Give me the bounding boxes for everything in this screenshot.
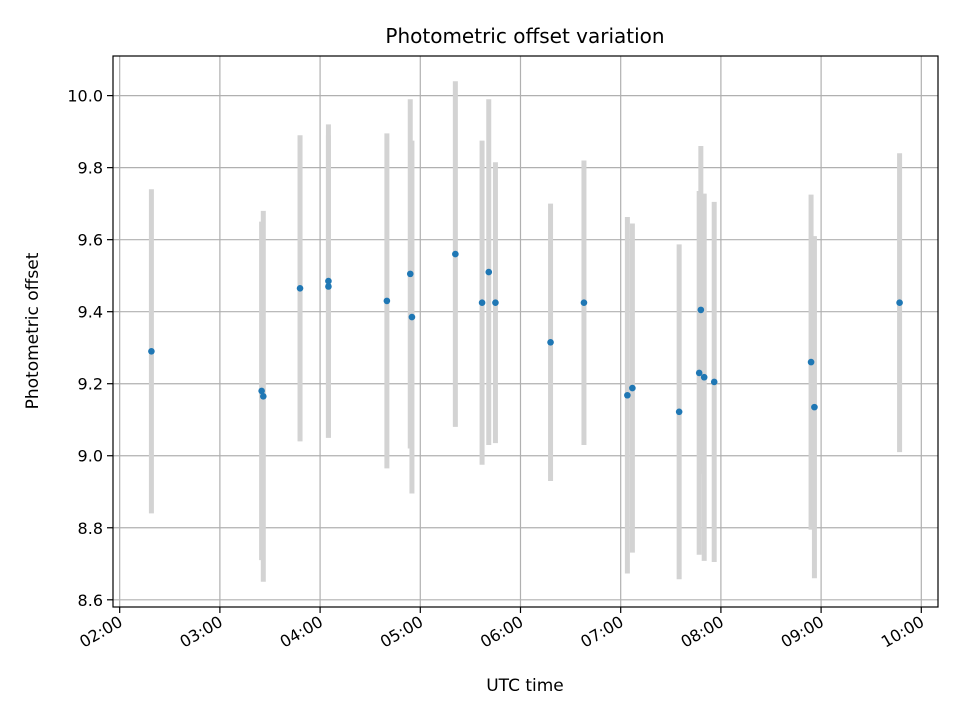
data-point [710, 378, 718, 386]
plot-frame [112, 55, 939, 608]
data-point [697, 306, 705, 314]
data-point [896, 299, 903, 306]
chart-title: Photometric offset variation [385, 24, 664, 48]
data-point [485, 268, 493, 276]
grid-lines [113, 56, 938, 607]
x-tick-label: 09:00 [778, 612, 827, 652]
x-axis-ticks: 02:00 03:00 04:00 05:00 06:00 07:00 08:00 09:00… [76, 607, 927, 652]
x-tick-label: 04:00 [277, 612, 326, 652]
data-point [260, 393, 267, 400]
data-point [478, 299, 486, 306]
data-point [406, 270, 414, 278]
error-bars [148, 81, 903, 582]
data-point [700, 373, 708, 381]
data-point [675, 408, 683, 416]
data-point [383, 297, 391, 305]
data-point [148, 348, 155, 355]
x-tick-label: 05:00 [377, 612, 426, 652]
data-point [492, 299, 499, 306]
y-tick-label: 9.2 [78, 375, 103, 394]
data-point [547, 339, 554, 346]
x-tick-label: 10:00 [878, 612, 927, 652]
data-point [624, 391, 631, 399]
x-axis-title: UTC time [486, 676, 564, 696]
data-point [811, 403, 818, 411]
y-axis-title: Photometric offset [23, 252, 43, 409]
x-tick-label: 02:00 [76, 612, 125, 652]
y-tick-label: 8.6 [78, 591, 103, 610]
y-tick-label: 9.6 [78, 231, 103, 250]
y-axis-ticks: 8.6 8.8 9.0 9.2 9.4 9.6 9.8 10.0 [67, 87, 113, 610]
y-tick-label: 9.8 [78, 159, 103, 178]
data-point [695, 369, 703, 377]
data-point [296, 284, 304, 292]
x-tick-label: 08:00 [677, 612, 726, 652]
data-point [452, 250, 459, 258]
y-tick-label: 8.8 [78, 519, 103, 538]
data-point [325, 277, 332, 285]
x-tick-label: 07:00 [577, 612, 626, 652]
data-points [148, 250, 903, 416]
data-point [580, 299, 588, 306]
data-point [408, 313, 416, 321]
data-point [629, 384, 636, 392]
data-point [325, 283, 332, 290]
y-tick-label: 10.0 [67, 87, 103, 106]
x-tick-label: 06:00 [477, 612, 526, 652]
y-tick-label: 9.0 [78, 447, 103, 466]
data-point [258, 387, 265, 395]
y-tick-label: 9.4 [78, 303, 103, 322]
x-tick-label: 03:00 [176, 612, 225, 652]
data-point [807, 358, 815, 366]
